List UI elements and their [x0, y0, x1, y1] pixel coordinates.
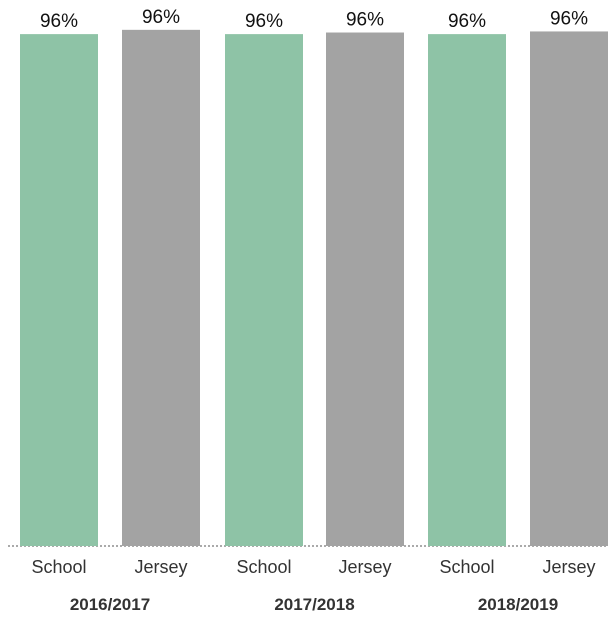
data-label: 96% [448, 11, 486, 32]
data-label: 96% [550, 8, 588, 29]
data-label: 96% [142, 7, 180, 28]
x-tick-label: Jersey [542, 557, 595, 577]
bar-jersey-2017-2018 [326, 32, 404, 546]
x-group-label: 2017/2018 [274, 595, 354, 614]
data-label: 96% [40, 11, 78, 32]
x-tick-label: School [31, 557, 86, 577]
x-tick-label: School [439, 557, 494, 577]
bar-jersey-2016-2017 [122, 29, 200, 546]
data-label: 96% [245, 11, 283, 32]
data-label: 96% [346, 10, 384, 31]
bar-school-2016-2017 [20, 34, 98, 547]
bar-school-2018-2019 [428, 34, 506, 547]
bar-school-2017-2018 [225, 34, 303, 547]
x-group-label: 2016/2017 [70, 595, 150, 614]
x-group-label: 2018/2019 [478, 595, 558, 614]
bar-jersey-2018-2019 [530, 31, 608, 546]
x-tick-label: Jersey [338, 557, 391, 577]
x-tick-label: School [236, 557, 291, 577]
x-tick-label: Jersey [134, 557, 187, 577]
